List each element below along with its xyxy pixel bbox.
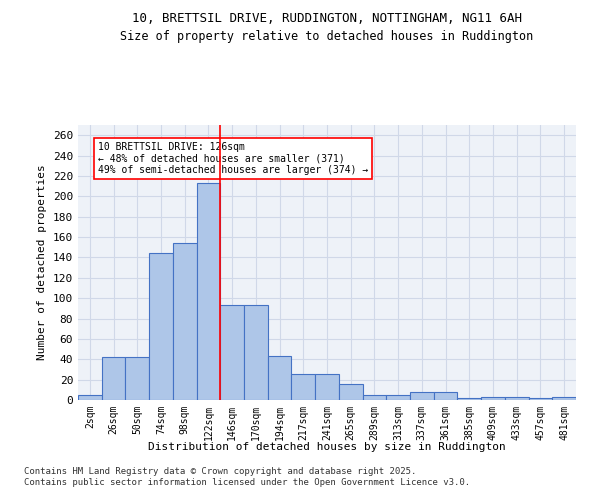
Bar [315, 374, 339, 400]
Bar [410, 392, 434, 400]
Text: Contains HM Land Registry data © Crown copyright and database right 2025.
Contai: Contains HM Land Registry data © Crown c… [24, 468, 470, 487]
Bar [268, 356, 292, 400]
Bar [197, 183, 220, 400]
Bar [362, 395, 386, 400]
Bar [552, 397, 576, 400]
Bar [149, 254, 173, 400]
Text: 10 BRETTSIL DRIVE: 126sqm
← 48% of detached houses are smaller (371)
49% of semi: 10 BRETTSIL DRIVE: 126sqm ← 48% of detac… [98, 142, 368, 174]
Bar [339, 384, 362, 400]
Bar [505, 397, 529, 400]
Bar [481, 397, 505, 400]
Bar [102, 357, 125, 400]
Text: Size of property relative to detached houses in Ruddington: Size of property relative to detached ho… [121, 30, 533, 43]
Y-axis label: Number of detached properties: Number of detached properties [37, 164, 47, 360]
Text: Distribution of detached houses by size in Ruddington: Distribution of detached houses by size … [148, 442, 506, 452]
Text: 10, BRETTSIL DRIVE, RUDDINGTON, NOTTINGHAM, NG11 6AH: 10, BRETTSIL DRIVE, RUDDINGTON, NOTTINGH… [132, 12, 522, 26]
Bar [292, 374, 315, 400]
Bar [244, 306, 268, 400]
Bar [434, 392, 457, 400]
Bar [457, 398, 481, 400]
Bar [125, 357, 149, 400]
Bar [173, 243, 197, 400]
Bar [220, 306, 244, 400]
Bar [386, 395, 410, 400]
Bar [529, 398, 552, 400]
Bar [78, 395, 102, 400]
